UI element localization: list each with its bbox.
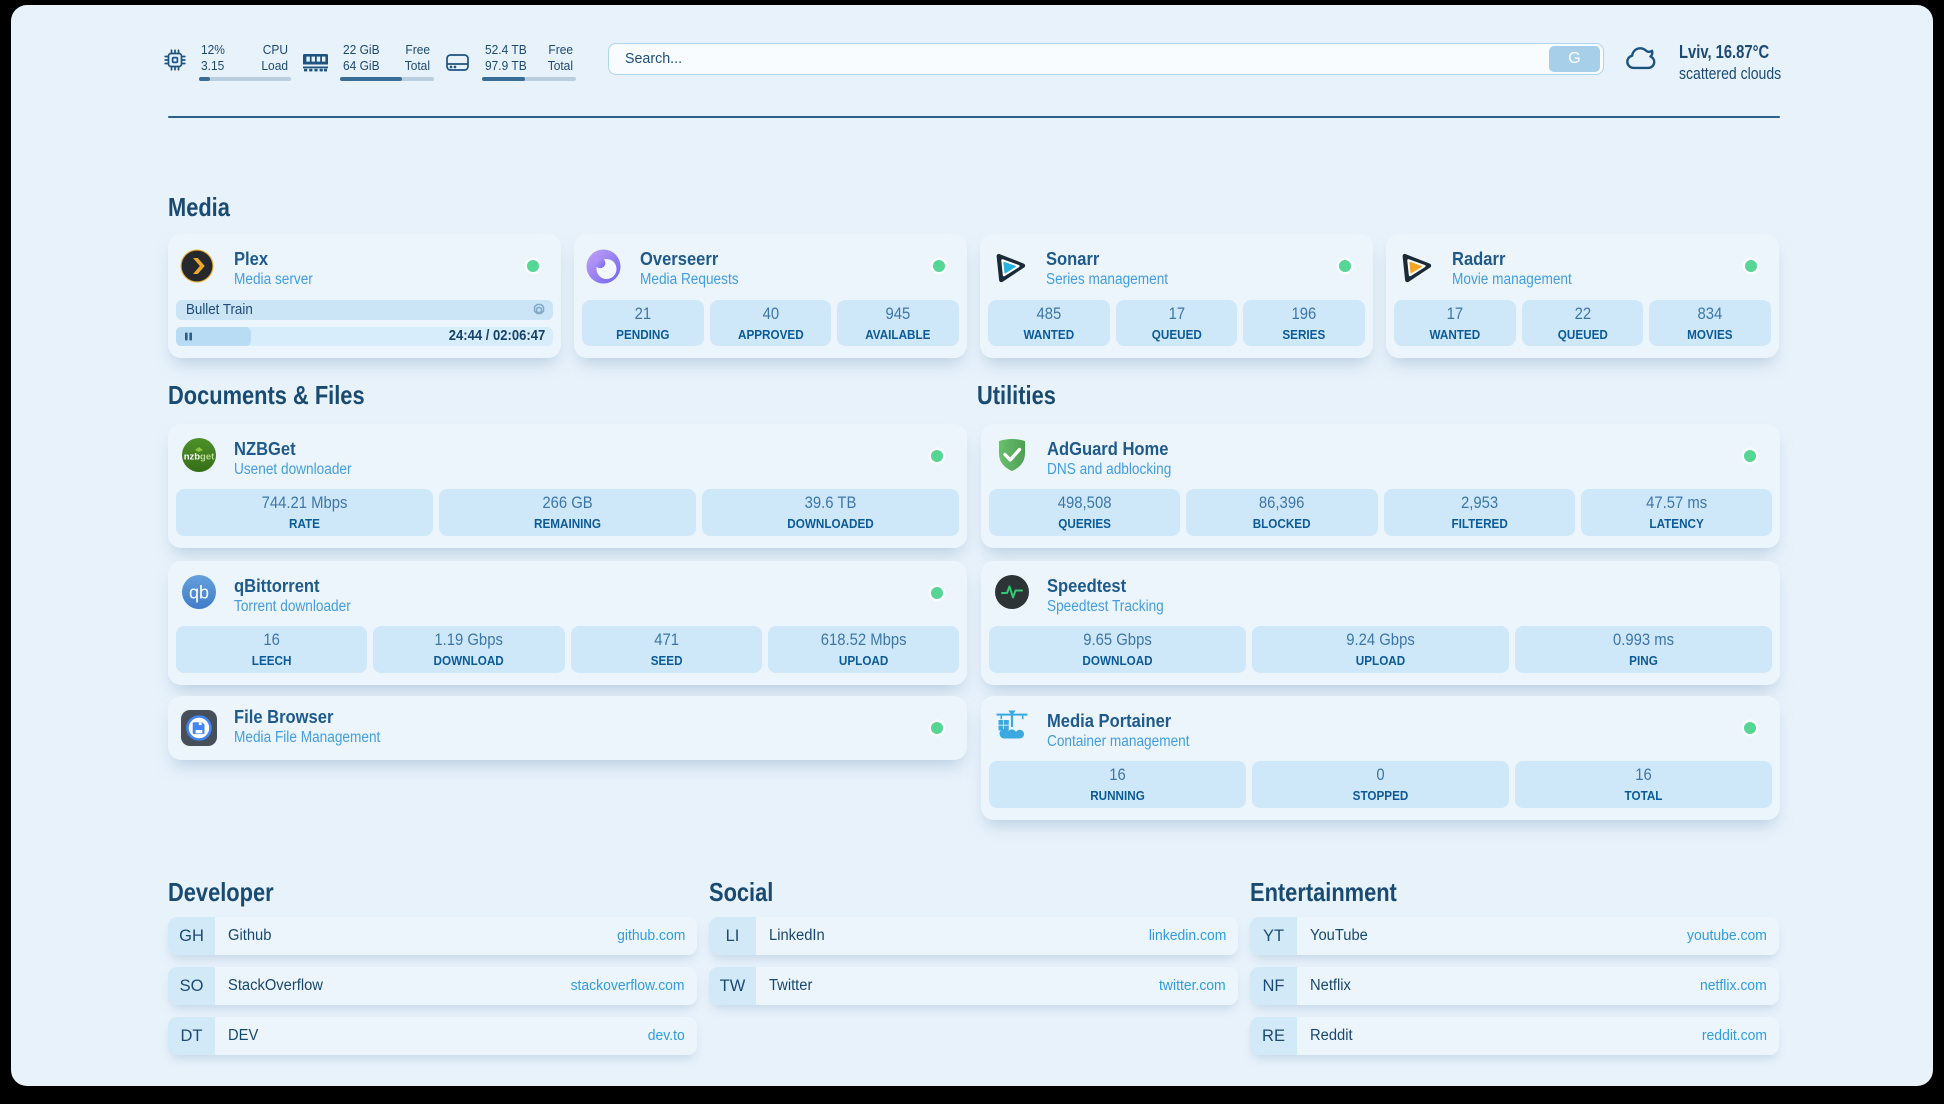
svg-text:nzbget: nzbget (184, 452, 215, 463)
svg-text:qb: qb (189, 583, 209, 603)
